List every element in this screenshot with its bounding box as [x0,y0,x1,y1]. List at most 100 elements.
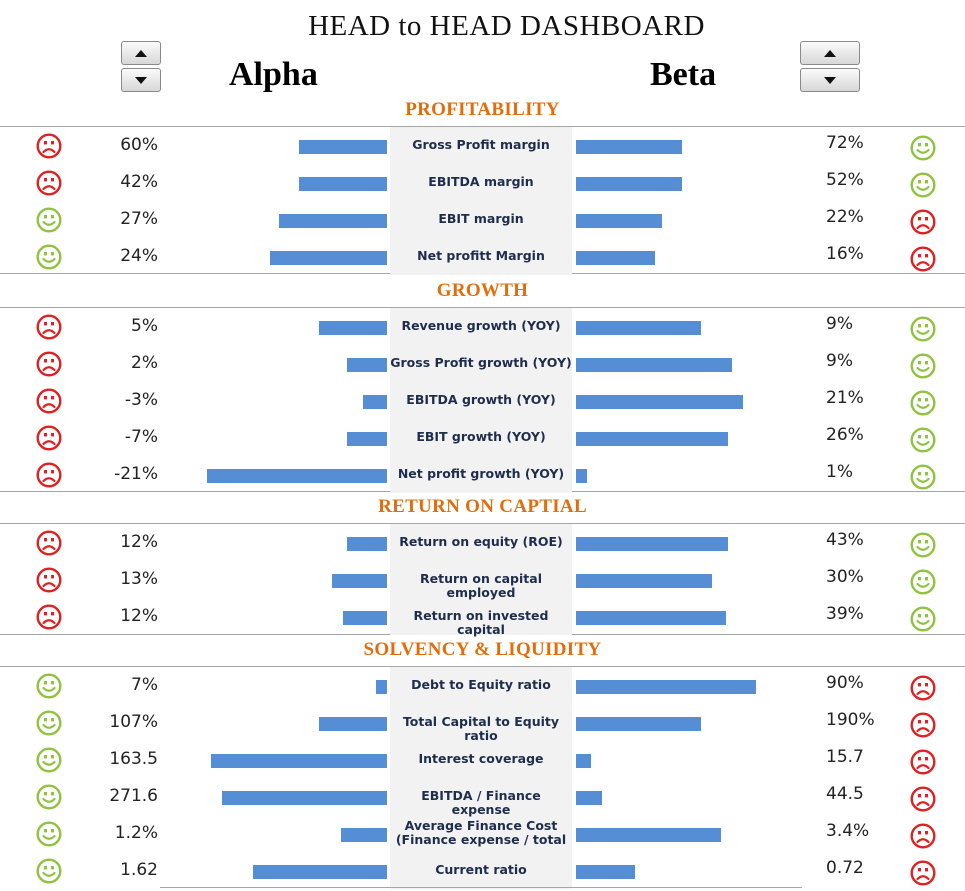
beta-bar [576,610,726,625]
alpha-bar [299,176,387,191]
alpha-value: 1.2% [114,822,158,843]
smiley-face-icon [36,672,62,699]
beta-value: 9% [826,350,853,371]
beta-bar [576,468,587,483]
team-a-name: Alpha [229,56,318,93]
beta-value: 1% [826,461,853,482]
frown-face-icon [36,169,62,196]
beta-bar [576,716,701,731]
beta-bar [576,357,732,372]
beta-value: 0.72 [826,857,864,878]
beta-value: 21% [826,387,864,408]
smiley-face-icon [910,134,936,161]
alpha-value: 27% [120,208,158,229]
smiley-face-icon [36,709,62,736]
beta-bar [576,176,682,191]
alpha-value: 12% [120,605,158,626]
metric-label: EBIT growth (YOY) [416,428,546,444]
frown-face-icon [910,859,936,886]
alpha-down-button[interactable] [121,68,161,92]
beta-value: 30% [826,566,864,587]
beta-value: 9% [826,313,853,334]
beta-value: 72% [826,132,864,153]
beta-bar [576,139,682,154]
beta-value: 190% [826,709,875,730]
smiley-face-icon [36,243,62,270]
smiley-face-icon [910,463,936,490]
smiley-face-icon [910,352,936,379]
metric-label: Return on equity (ROE) [399,533,563,549]
alpha-up-button[interactable] [121,41,161,65]
frown-face-icon [36,529,62,556]
frown-face-icon [910,748,936,775]
smiley-face-icon [910,568,936,595]
frown-face-icon [36,350,62,377]
beta-value: 90% [826,672,864,693]
beta-bar [576,827,721,842]
smiley-face-icon [36,206,62,233]
beta-down-button[interactable] [800,68,860,92]
smiley-face-icon [910,315,936,342]
beta-value: 39% [826,603,864,624]
smiley-face-icon [36,783,62,810]
alpha-bar [207,468,387,483]
metric-label: EBITDA growth (YOY) [406,391,556,407]
beta-value: 52% [826,169,864,190]
beta-bar [576,250,655,265]
frown-face-icon [910,208,936,235]
metric-label: Net profitt Margin [417,247,545,263]
alpha-value: 2% [131,352,158,373]
metric-column [390,667,572,889]
alpha-bar [332,573,387,588]
frown-face-icon [36,387,62,414]
metric-label: EBIT margin [438,210,524,226]
metric-label: Debt to Equity ratio [411,676,551,692]
smiley-face-icon [36,857,62,884]
section-title: PROFITABILITY [405,99,560,120]
team-b-name: Beta [650,56,717,93]
arrow-up-icon [824,49,836,57]
beta-value: 26% [826,424,864,445]
metric-label: Average Finance Cost (Finance expense / … [395,817,567,847]
smiley-face-icon [910,531,936,558]
frown-face-icon [910,785,936,812]
alpha-bar [253,864,387,879]
metric-label: Return on capital employed [419,570,542,600]
alpha-bar [343,610,387,625]
section-title: GROWTH [436,280,529,301]
beta-value: 3.4% [826,820,870,841]
arrow-up-icon [135,49,147,57]
alpha-spinner[interactable] [121,41,161,95]
alpha-bar [376,679,387,694]
metric-column [390,127,572,275]
smiley-face-icon [910,605,936,632]
section-rule [0,523,965,524]
arrow-down-icon [824,76,836,84]
beta-value: 15.7 [826,746,864,767]
alpha-bar [347,431,387,446]
frown-face-icon [36,566,62,593]
frown-face-icon [910,674,936,701]
beta-value: 16% [826,243,864,264]
metric-column [390,524,572,635]
frown-face-icon [36,132,62,159]
smiley-face-icon [36,820,62,847]
alpha-value: -21% [114,463,158,484]
beta-bar [576,536,728,551]
beta-spinner[interactable] [800,41,860,95]
alpha-bar [279,213,387,228]
frown-face-icon [910,245,936,272]
alpha-value: 163.5 [109,748,158,769]
frown-face-icon [36,313,62,340]
beta-value: 44.5 [826,783,864,804]
chart-baseline [160,887,802,888]
alpha-value: 13% [120,568,158,589]
metric-label: Return on invested capital [413,607,549,637]
alpha-value: 107% [109,711,158,732]
beta-up-button[interactable] [800,41,860,65]
alpha-bar [270,250,387,265]
section-title: RETURN ON CAPTIAL [378,496,587,517]
alpha-bar [347,357,387,372]
beta-bar [576,864,635,879]
alpha-value: 12% [120,531,158,552]
